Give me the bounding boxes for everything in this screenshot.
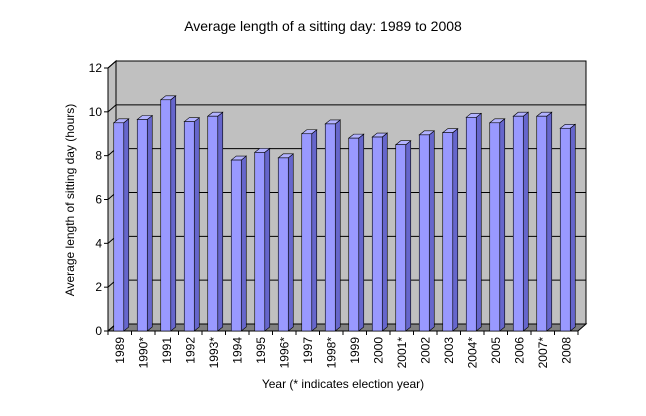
bar-side xyxy=(264,147,271,332)
bar-side xyxy=(381,132,388,332)
x-tick-label: 1994 xyxy=(230,337,244,364)
bar xyxy=(136,119,148,332)
y-tick-label: 10 xyxy=(89,105,103,119)
bar xyxy=(512,115,524,332)
bar xyxy=(536,115,548,332)
bar xyxy=(183,121,195,332)
x-tick-label: 1995 xyxy=(254,337,268,364)
x-tick-label: 1997 xyxy=(301,337,315,364)
grid-line xyxy=(107,104,586,113)
bar xyxy=(324,123,336,332)
grid-line xyxy=(107,60,586,69)
bar-side xyxy=(193,117,200,332)
x-tick-label: 2003 xyxy=(442,337,456,364)
bar xyxy=(489,122,501,332)
y-tick-label: 12 xyxy=(89,61,103,75)
x-tick-label: 1999 xyxy=(348,337,362,364)
x-axis-title: Year (* indicates election year) xyxy=(262,377,424,391)
bar-side xyxy=(569,123,576,332)
bar xyxy=(348,137,360,332)
x-tick-label: 1992 xyxy=(183,337,197,364)
x-tick-label: 2008 xyxy=(559,337,573,364)
y-axis-title: Average length of sitting day (hours) xyxy=(63,104,77,297)
bar xyxy=(465,117,477,332)
y-tick-label: 4 xyxy=(95,236,102,250)
bar xyxy=(254,152,266,332)
bar-side xyxy=(452,128,459,332)
bar-side xyxy=(428,130,435,332)
bar-side xyxy=(522,111,529,332)
bar-side xyxy=(170,95,177,332)
y-tick-label: 0 xyxy=(95,324,102,338)
y-tick-label: 6 xyxy=(95,193,102,207)
x-tick-label: 2005 xyxy=(489,337,503,364)
bar-side xyxy=(499,118,506,332)
bar xyxy=(160,99,172,332)
bar-side xyxy=(146,114,153,332)
y-tick-label: 2 xyxy=(95,280,102,294)
bar-side xyxy=(123,118,130,332)
bar-side xyxy=(358,133,365,332)
x-tick-label: 2000 xyxy=(371,337,385,364)
x-tick-label: 1993* xyxy=(207,337,221,369)
bar xyxy=(442,132,454,332)
bar-side xyxy=(287,153,294,332)
x-tick-label: 1989 xyxy=(113,337,127,364)
x-tick-label: 1996* xyxy=(277,337,291,369)
x-tick-label: 1998* xyxy=(324,337,338,369)
bar-side xyxy=(405,140,412,332)
bar-side xyxy=(546,111,553,332)
x-tick-label: 2002 xyxy=(418,337,432,364)
bar-side xyxy=(311,129,318,332)
x-tick-label: 2004* xyxy=(465,337,479,369)
bar xyxy=(230,159,242,332)
bar xyxy=(395,144,407,332)
x-tick-label: 1991 xyxy=(160,337,174,364)
bar xyxy=(277,157,289,332)
x-tick-label: 1990* xyxy=(136,337,150,369)
y-tick-label: 8 xyxy=(95,149,102,163)
chart-title: Average length of a sitting day: 1989 to… xyxy=(184,18,462,34)
x-tick-label: 2001* xyxy=(395,337,409,369)
bar xyxy=(371,136,383,332)
x-tick-label: 2006 xyxy=(512,337,526,364)
bar xyxy=(301,133,313,332)
bar xyxy=(207,115,219,332)
bar-side xyxy=(217,111,224,332)
bar-side xyxy=(475,112,482,332)
bar-side xyxy=(334,119,341,332)
bar xyxy=(113,122,125,332)
x-tick-label: 2007* xyxy=(536,337,550,369)
bar xyxy=(559,127,571,332)
bar-side xyxy=(240,155,247,332)
bar xyxy=(418,134,430,332)
